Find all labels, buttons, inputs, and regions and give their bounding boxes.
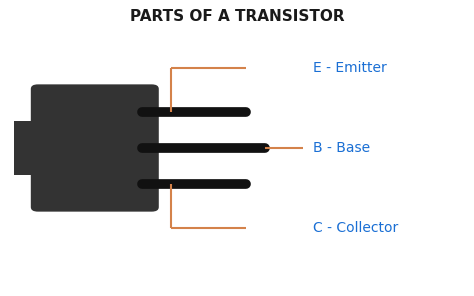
Text: PARTS OF A TRANSISTOR: PARTS OF A TRANSISTOR [130,9,344,24]
FancyBboxPatch shape [31,84,159,212]
Bar [14,121,43,175]
Text: C - Collector: C - Collector [313,221,398,235]
Text: B - Base: B - Base [313,141,370,155]
Text: E - Emitter: E - Emitter [313,61,387,75]
